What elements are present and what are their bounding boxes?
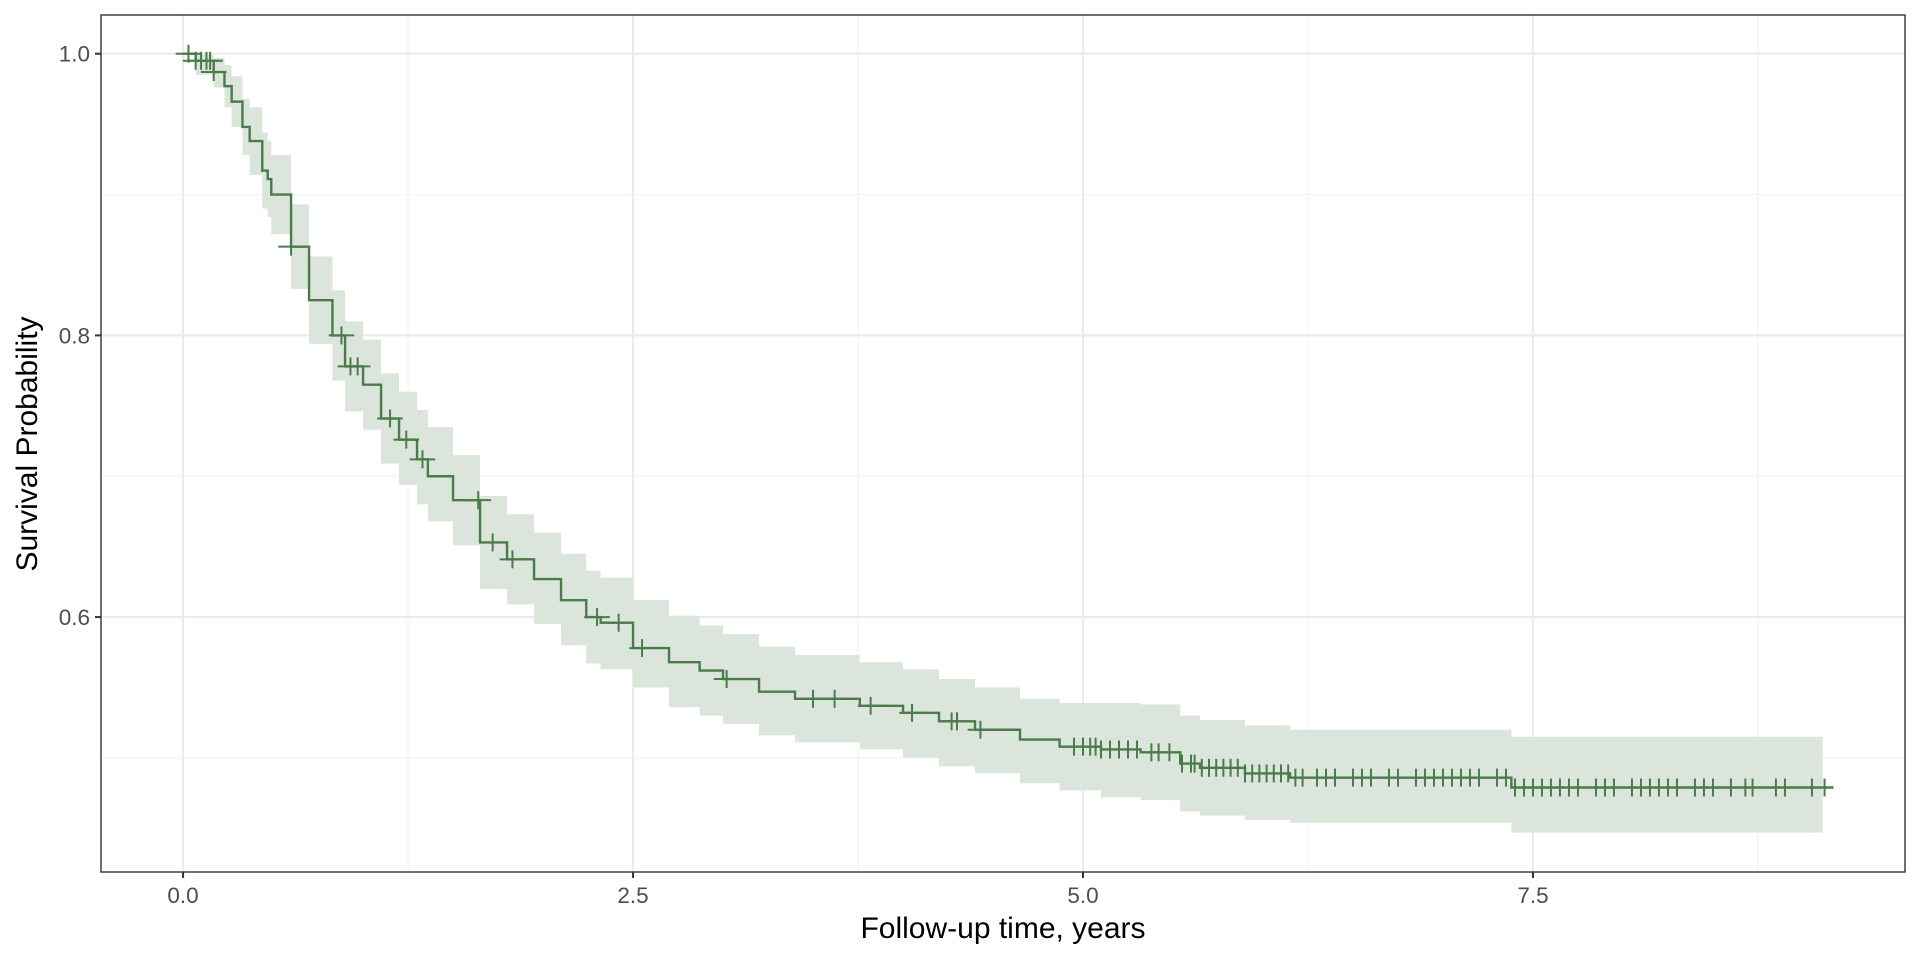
censor-marks	[175, 44, 1826, 797]
x-axis-title: Follow-up time, years	[860, 912, 1145, 945]
minor-gridlines	[101, 15, 1905, 872]
survival-curve	[183, 52, 1834, 789]
x-tick-label: 2.5	[617, 883, 648, 908]
y-axis: 0.6 0.8 1.0	[59, 42, 101, 630]
x-tick-label: 0.0	[167, 883, 198, 908]
y-tick-label: 1.0	[59, 42, 90, 67]
x-axis: 0.0 2.5 5.0 7.5	[167, 872, 1549, 908]
x-tick-label: 5.0	[1067, 883, 1098, 908]
confidence-band	[183, 53, 1834, 833]
y-tick-label: 0.6	[59, 605, 90, 630]
y-tick-label: 0.8	[59, 323, 90, 348]
x-tick-label: 7.5	[1517, 883, 1548, 908]
y-axis-title: Survival Probability	[11, 316, 44, 571]
panel-border	[100, 14, 1906, 873]
